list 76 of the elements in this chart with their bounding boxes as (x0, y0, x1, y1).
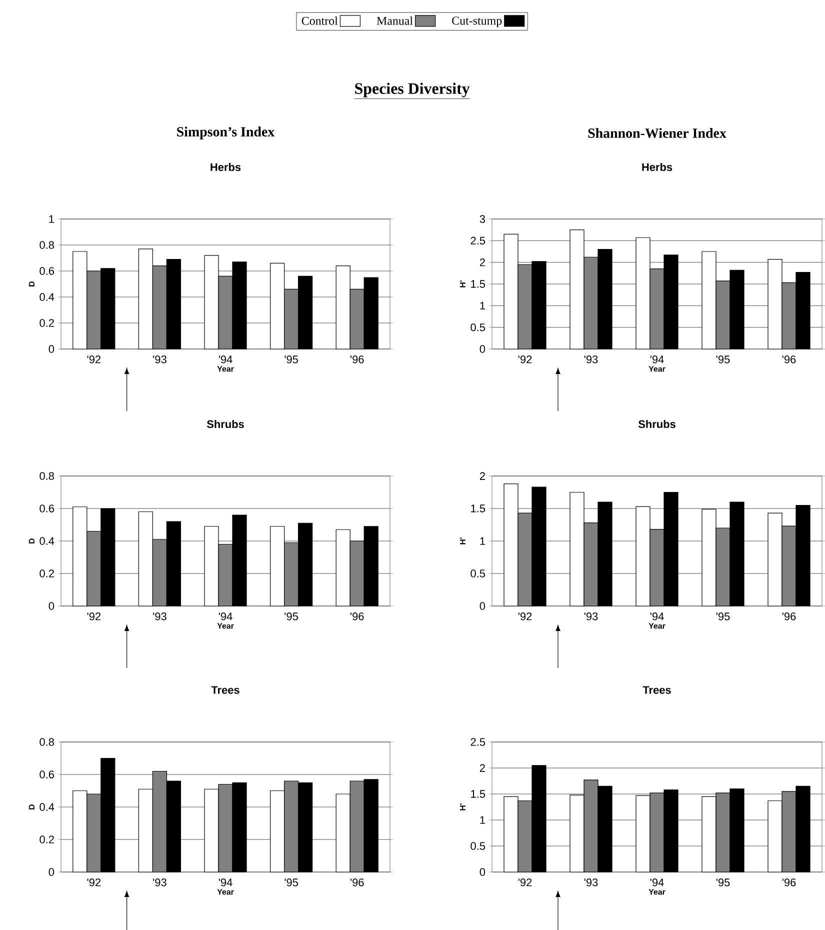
y-tick-label: 0 (48, 602, 54, 610)
y-tick-label: 0.2 (40, 836, 54, 844)
x-tick-label: '94 (218, 612, 232, 620)
y-tick-label: 1 (49, 215, 54, 223)
chart-title: Shrubs (638, 420, 676, 428)
y-tick-label: 1 (480, 816, 485, 824)
x-tick-label: '94 (650, 878, 664, 886)
x-tick-label: '94 (650, 612, 664, 620)
x-tick-label: '93 (584, 612, 598, 620)
y-tick-label: 0.5 (470, 323, 486, 332)
y-tick-label: 3 (480, 215, 485, 223)
text: Species Diversity (355, 82, 470, 98)
chart-title: Shrubs (206, 420, 244, 428)
y-tick-label: 0.6 (40, 504, 54, 512)
y-tick-label: 1 (480, 537, 485, 545)
y-tick-label: 0.2 (40, 319, 54, 327)
y-tick-label: 0.2 (40, 570, 54, 578)
y-tick-label: 1.5 (471, 790, 486, 798)
x-tick-label: '96 (350, 878, 364, 886)
y-tick-label: 0.8 (40, 241, 54, 249)
legend-label: Cut-stump (452, 16, 502, 28)
x-tick-label: '95 (284, 878, 298, 886)
x-tick-label: '93 (584, 878, 598, 886)
y-tick-label: 0 (480, 602, 486, 610)
chart-title: Trees (642, 686, 671, 694)
x-tick-label: '93 (153, 612, 166, 620)
x-tick-label: '94 (218, 356, 232, 364)
y-tick-label: 2 (480, 472, 485, 480)
x-tick-label: '96 (350, 612, 364, 620)
y-tick-label: 2 (480, 258, 485, 266)
y-tick-label: 1 (480, 302, 485, 310)
legend-label: Control (302, 16, 338, 25)
y-tick-label: 0.4 (40, 293, 54, 301)
y-tick-label: 2 (480, 764, 485, 772)
x-tick-label: '95 (716, 356, 730, 364)
y-tick-label: 0 (480, 345, 486, 353)
y-tick-label: 0.6 (40, 770, 54, 778)
text: Shannon-Wiener Index (588, 128, 726, 138)
chart-title: Herbs (642, 162, 672, 172)
x-tick-label: '92 (518, 878, 532, 886)
y-tick-label: 0.4 (40, 537, 54, 545)
y-tick-label: 0 (48, 345, 54, 353)
x-tick-label: '96 (782, 612, 796, 620)
x-tick-label: '92 (87, 356, 100, 364)
y-tick-label: 0.5 (470, 842, 486, 850)
y-tick-label: 0.6 (40, 267, 54, 275)
x-tick-label: '95 (284, 356, 298, 364)
x-tick-label: '95 (716, 612, 730, 620)
y-tick-label: 0 (480, 868, 486, 876)
y-tick-label: 0.8 (40, 738, 54, 746)
x-tick-label: '92 (518, 612, 532, 620)
x-tick-label: '93 (153, 878, 166, 886)
y-tick-label: 2.5 (470, 738, 486, 746)
y-tick-label: 0 (48, 868, 54, 876)
y-tick-label: 0.5 (470, 570, 486, 578)
x-tick-label: '96 (782, 878, 796, 886)
x-tick-label: '96 (350, 356, 364, 364)
y-tick-label: 0.8 (40, 472, 54, 480)
legend-label: Manual (376, 16, 413, 25)
x-tick-label: '93 (584, 356, 598, 364)
x-tick-label: '94 (650, 356, 664, 364)
y-tick-label: 1.5 (471, 280, 486, 288)
y-tick-label: 1.5 (471, 504, 486, 512)
x-tick-label: '92 (87, 878, 100, 886)
chart-title: Trees (211, 686, 240, 694)
x-tick-label: '92 (87, 612, 100, 620)
text: Simpson’s Index (177, 126, 275, 140)
y-tick-label: 0.4 (40, 803, 54, 811)
x-tick-label: '94 (218, 878, 232, 886)
y-tick-label: 2.5 (470, 236, 486, 245)
x-tick-label: '96 (782, 356, 796, 364)
x-tick-label: '93 (153, 356, 166, 364)
x-tick-label: '95 (284, 612, 298, 620)
x-tick-label: '92 (518, 356, 532, 364)
x-tick-label: '95 (716, 878, 730, 886)
chart-title: Herbs (210, 162, 241, 172)
